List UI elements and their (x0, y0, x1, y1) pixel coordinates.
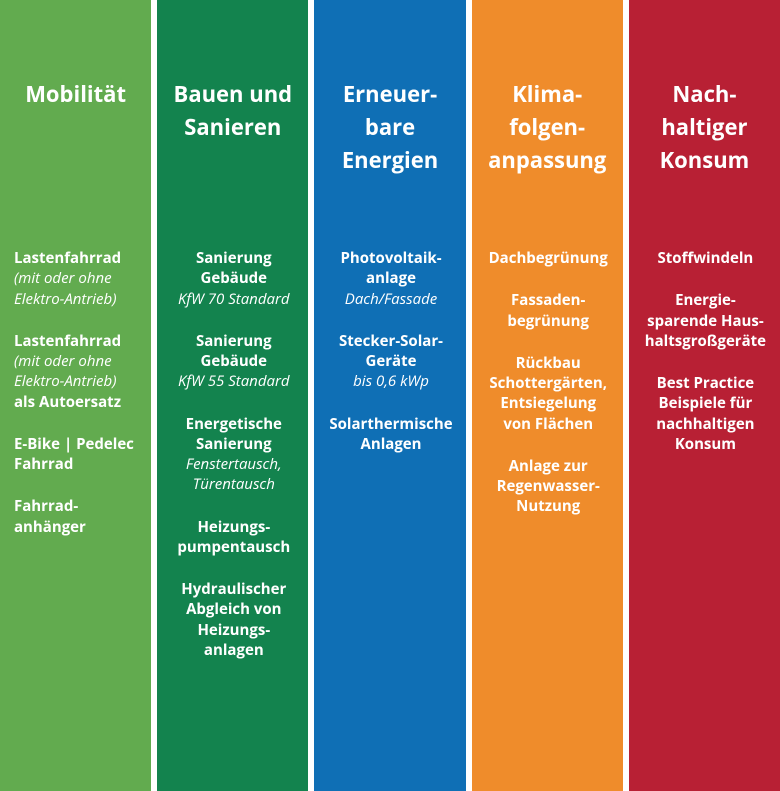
item-main: Anlage zur Regenwasser-Nutzung (497, 456, 600, 517)
item-main: Fassaden­begrünung (507, 290, 589, 330)
column-title: Erneuer­bare Energien (324, 78, 455, 248)
list-item: Fassaden­begrünung (486, 290, 611, 331)
column-title: Bauen und Sanieren (167, 78, 298, 248)
list-item: Sanierung Gebäude KfW 55 Standard (171, 331, 296, 392)
list-item: Photovoltaik­anlage Dach/Fassade (328, 248, 453, 309)
list-item: Energie­sparende Haus­haltsgroßgeräte (643, 290, 768, 351)
column-items: Dachbegrünung Fassaden­begrünung Rückbau… (482, 248, 613, 539)
list-item: Lastenfahrrad (mit oder ohne Elektro-Ant… (14, 331, 139, 412)
item-sub: bis 0,6 kWp (328, 371, 453, 391)
item-main: Lastenfahrrad (14, 248, 121, 268)
item-main: Solar­thermische Anlagen (329, 414, 452, 454)
item-main: Stecker-Solar-Geräte (339, 331, 443, 371)
column-items: Photovoltaik­anlage Dach/Fassade Stecker… (324, 248, 455, 476)
column-items: Lastenfahrrad (mit oder ohne Elektro-Ant… (10, 248, 141, 559)
list-item: Stoffwindeln (643, 248, 768, 268)
item-main: Dachbegrünung (489, 248, 608, 268)
item-main: Rückbau Schottergärten, Entsiegelung von… (489, 353, 607, 434)
item-main: Fahrrad­anhänger (14, 496, 86, 536)
item-sub: KfW 55 Standard (171, 371, 296, 391)
column-bauen: Bauen und Sanieren Sanierung Gebäude KfW… (157, 0, 308, 791)
list-item: Fahrrad­anhänger (14, 496, 139, 537)
columns-container: Mobilität Lastenfahrrad (mit oder ohne E… (0, 0, 780, 791)
item-main: Energetische Sanierung (186, 414, 282, 454)
list-item: Heizungs­pumpentausch (171, 517, 296, 558)
list-item: Energetische Sanierung Fenstertausch, Tü… (171, 414, 296, 495)
item-main: Photovoltaik­anlage (340, 248, 441, 288)
item-main: Stoffwindeln (658, 248, 754, 268)
list-item: Dachbegrünung (486, 248, 611, 268)
column-erneuerbare: Erneuer­bare Energien Photovoltaik­anlag… (314, 0, 465, 791)
list-item: Sanierung Gebäude KfW 70 Standard (171, 248, 296, 309)
item-sub: (mit oder ohne Elektro-Antrieb) (14, 268, 139, 309)
item-main: E-Bike | Pedelec Fahrrad (14, 434, 134, 474)
list-item: Best Practice Beispiele für nachhaltigen… (643, 373, 768, 454)
item-sub: Dach/Fassade (328, 289, 453, 309)
list-item: E-Bike | Pedelec Fahrrad (14, 434, 139, 475)
list-item: Stecker-Solar-Geräte bis 0,6 kWp (328, 331, 453, 392)
list-item: Anlage zur Regenwasser-Nutzung (486, 456, 611, 517)
item-sub: (mit oder ohne Elektro-Antrieb) (14, 351, 139, 392)
item-main: Best Practice Beispiele für nachhaltigen… (656, 373, 754, 454)
item-main: Lastenfahrrad (14, 331, 121, 351)
column-mobilitaet: Mobilität Lastenfahrrad (mit oder ohne E… (0, 0, 151, 791)
list-item: Lastenfahrrad (mit oder ohne Elektro-Ant… (14, 248, 139, 309)
item-main: Sanierung Gebäude (196, 248, 272, 288)
item-main: Hydraulischer Abgleich von Heizungs­anla… (181, 579, 286, 660)
item-tail: als Autoersatz (14, 392, 139, 412)
column-items: Sanierung Gebäude KfW 70 Standard Sanier… (167, 248, 298, 682)
column-title: Klima­folgen­anpassung (482, 78, 613, 248)
item-main: Sanierung Gebäude (196, 331, 272, 371)
item-sub: Fenstertausch, Türentausch (171, 454, 296, 495)
item-main: Energie­sparende Haus­haltsgroßgeräte (645, 290, 766, 351)
column-konsum: Nach­haltiger Konsum Stoffwindeln Energi… (629, 0, 780, 791)
column-title: Mobilität (10, 78, 141, 248)
column-items: Stoffwindeln Energie­sparende Haus­halts… (639, 248, 770, 476)
column-title: Nach­haltiger Konsum (639, 78, 770, 248)
list-item: Rückbau Schottergärten, Entsiegelung von… (486, 353, 611, 434)
item-main: Heizungs­pumpentausch (177, 517, 290, 557)
list-item: Solar­thermische Anlagen (328, 414, 453, 455)
list-item: Hydraulischer Abgleich von Heizungs­anla… (171, 579, 296, 660)
column-klima: Klima­folgen­anpassung Dachbegrünung Fas… (472, 0, 623, 791)
item-sub: KfW 70 Standard (171, 289, 296, 309)
